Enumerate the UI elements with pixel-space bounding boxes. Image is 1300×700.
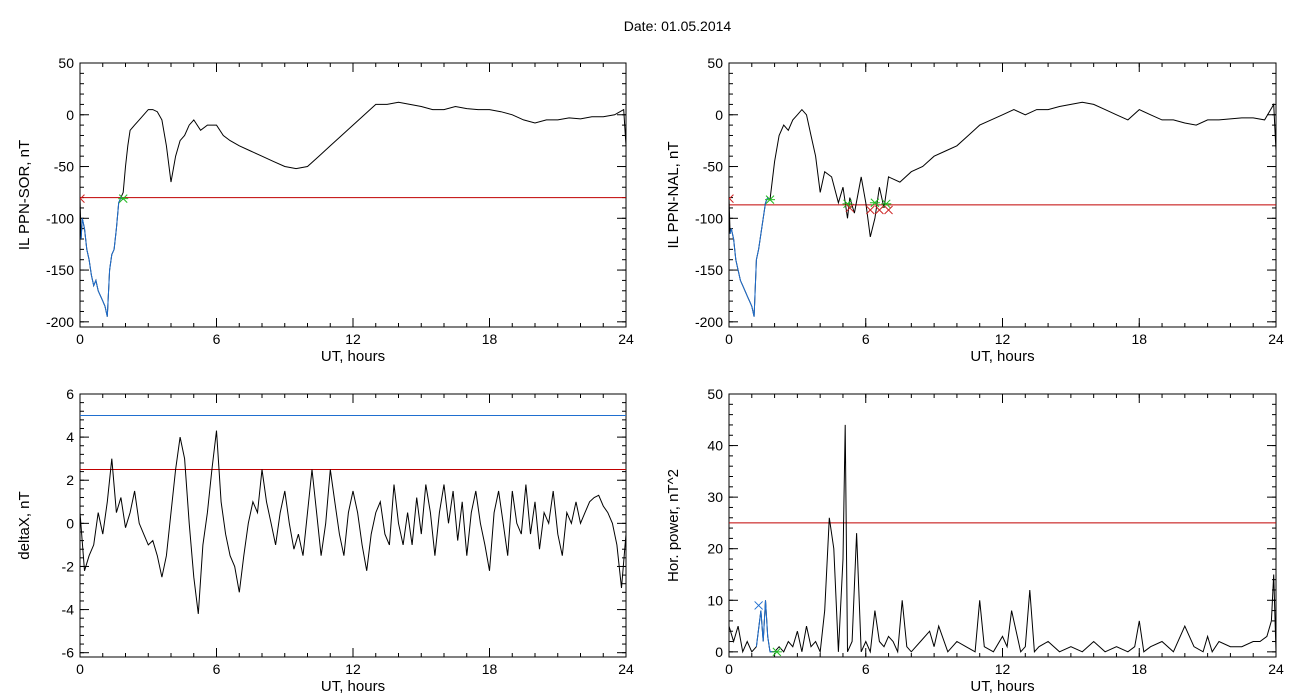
x-marker <box>754 601 763 610</box>
x-tick-label: 24 <box>618 661 634 677</box>
y-tick-label: -200 <box>695 314 723 330</box>
y-axis-title: IL PPN-NAL, nT <box>665 142 682 249</box>
y-axis-title: IL PPN-SOR, nT <box>16 140 33 250</box>
y-tick-label: 30 <box>707 489 723 505</box>
asterisk-marker <box>118 194 129 203</box>
series-line <box>755 600 777 653</box>
plot-area <box>80 415 626 614</box>
plot-area <box>729 424 1276 657</box>
x-axis-title: UT, hours <box>321 348 385 365</box>
x-tick-label: 18 <box>482 331 498 347</box>
x-tick-label: 0 <box>76 661 84 677</box>
series-line <box>729 424 1276 654</box>
asterisk-marker <box>842 199 853 209</box>
y-axis-title: Hor. power, nT^2 <box>665 469 682 582</box>
y-tick-label: 20 <box>707 541 723 557</box>
y-tick-label: 0 <box>715 107 723 123</box>
plot-frame <box>79 393 627 658</box>
series-line <box>729 196 771 317</box>
y-tick-label: 0 <box>66 515 74 531</box>
x-tick-label: 12 <box>995 661 1011 677</box>
series-line <box>80 196 124 317</box>
x-tick-label: 24 <box>1268 331 1284 347</box>
x-tick-label: 0 <box>76 331 84 347</box>
y-tick-label: 4 <box>66 429 74 445</box>
plot-frame <box>728 393 1277 658</box>
plot-frame <box>79 62 627 328</box>
x-marker <box>729 194 734 203</box>
x-axis-title: UT, hours <box>970 348 1034 365</box>
plot-frame <box>728 62 1277 328</box>
y-tick-label: 50 <box>707 386 723 402</box>
y-tick-label: 0 <box>66 107 74 123</box>
y-tick-label: -150 <box>695 262 723 278</box>
x-marker <box>80 194 85 203</box>
x-marker <box>865 205 875 215</box>
x-marker <box>875 205 884 215</box>
y-tick-label: -4 <box>62 602 75 618</box>
x-tick-label: 12 <box>345 661 361 677</box>
y-tick-label: -6 <box>62 645 75 661</box>
x-tick-label: 24 <box>618 331 634 347</box>
panel-deltax: 0 6 12 18 24 6 4 2 0 -2 -4 -6 UT, hours deltaX, nT <box>16 386 634 695</box>
y-tick-label: -200 <box>46 314 74 330</box>
x-tick-label: 12 <box>345 331 361 347</box>
y-tick-label: 50 <box>707 55 723 71</box>
y-tick-label: -100 <box>46 210 74 226</box>
x-tick-label: 6 <box>862 661 870 677</box>
x-axis-title: UT, hours <box>970 678 1034 695</box>
x-tick-label: 6 <box>213 331 221 347</box>
x-tick-label: 18 <box>1131 661 1147 677</box>
y-axis-title: deltaX, nT <box>16 491 33 559</box>
y-tick-label: 40 <box>707 438 723 454</box>
y-tick-label: 50 <box>58 55 74 71</box>
y-tick-label: 2 <box>66 472 74 488</box>
asterisk-marker <box>765 195 776 205</box>
x-tick-label: 12 <box>995 331 1011 347</box>
y-tick-label: 0 <box>715 644 723 660</box>
series-line <box>80 101 626 317</box>
y-tick-label: 10 <box>707 592 723 608</box>
x-marker <box>845 203 855 213</box>
x-tick-label: 6 <box>213 661 221 677</box>
panel-il-ppn-nal: 0 6 12 18 24 50 0 -50 -100 -150 -200 UT, hours IL PP… <box>665 55 1284 365</box>
y-tick-label: 6 <box>66 386 74 402</box>
x-axis-title: UT, hours <box>321 678 385 695</box>
x-tick-label: 18 <box>1131 331 1147 347</box>
plot-area <box>80 101 626 317</box>
page-title: Date: 01.05.2014 <box>623 18 732 34</box>
x-tick-label: 0 <box>725 331 733 347</box>
asterisk-marker <box>869 198 880 208</box>
y-tick-label: -150 <box>46 262 74 278</box>
plot-area <box>729 101 1276 317</box>
series-line <box>729 101 1276 317</box>
x-tick-label: 6 <box>862 331 870 347</box>
y-tick-label: -100 <box>695 210 723 226</box>
x-tick-label: 0 <box>725 661 733 677</box>
panel-il-ppn-sor: 0 6 12 18 24 50 0 -50 -100 -150 -200 UT, hours IL PP… <box>16 55 634 365</box>
x-tick-label: 18 <box>482 661 498 677</box>
series-line <box>80 430 626 614</box>
y-tick-label: -50 <box>703 159 723 175</box>
asterisk-marker <box>771 647 782 657</box>
x-tick-label: 24 <box>1268 661 1284 677</box>
x-marker <box>884 205 893 215</box>
y-tick-label: -2 <box>62 558 75 574</box>
panel-hor-power: 0 6 12 18 24 50 40 30 20 10 0 UT, hours Hor. power, … <box>665 386 1284 695</box>
y-tick-label: -50 <box>54 159 74 175</box>
